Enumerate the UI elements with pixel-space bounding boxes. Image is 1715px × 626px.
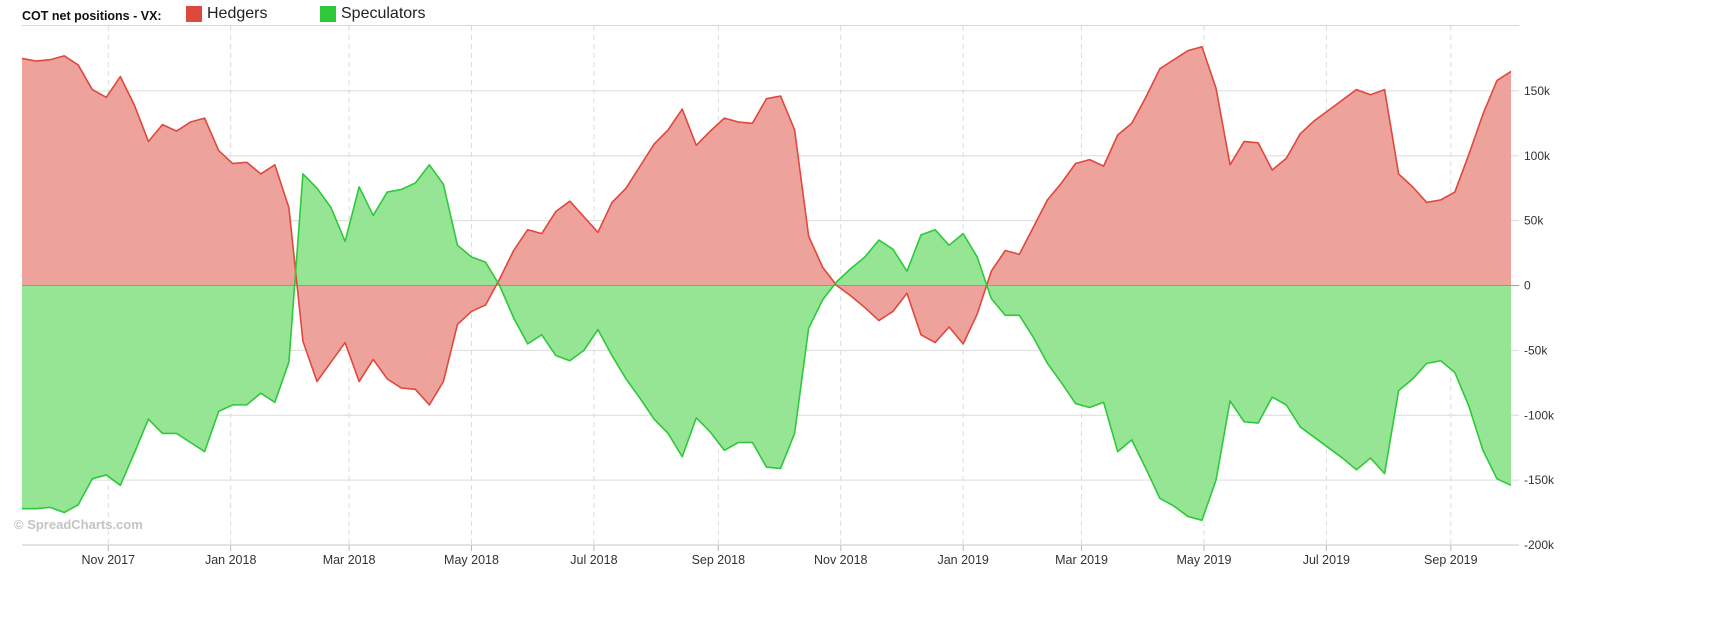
hedgers-area (22, 46, 1511, 405)
chart-top-border (22, 25, 1519, 26)
legend-item-hedgers[interactable]: Hedgers (186, 4, 267, 24)
x-tick-label: Jan 2018 (205, 553, 256, 567)
x-tick-label: May 2018 (444, 553, 499, 567)
legend-label-speculators: Speculators (341, 5, 426, 22)
y-tick-label: -50k (1524, 343, 1548, 357)
y-tick-label: -200k (1524, 538, 1555, 552)
y-tick-label: 0 (1524, 279, 1531, 293)
watermark: © SpreadCharts.com (14, 517, 143, 532)
x-tick-label: Mar 2018 (323, 553, 376, 567)
x-tick-label: Nov 2017 (82, 553, 136, 567)
y-tick-label: -150k (1524, 473, 1555, 487)
legend-label-hedgers: Hedgers (207, 5, 268, 22)
speculators-line (22, 164, 1512, 522)
speculators-swatch (320, 6, 336, 22)
y-tick-label: 150k (1524, 84, 1551, 98)
legend-title: COT net positions - VX: (22, 9, 162, 23)
x-tick-label: Jul 2019 (1303, 553, 1350, 567)
y-tick-label: 50k (1524, 214, 1544, 228)
legend-item-speculators[interactable]: Speculators (320, 4, 426, 24)
x-tick-label: Jan 2019 (937, 553, 988, 567)
hedgers-swatch (186, 6, 202, 22)
x-tick-label: May 2019 (1177, 553, 1232, 567)
x-tick-label: Jul 2018 (570, 553, 617, 567)
x-tick-label: Sep 2019 (1424, 553, 1478, 567)
x-tick-label: Nov 2018 (814, 553, 868, 567)
x-tick-label: Mar 2019 (1055, 553, 1108, 567)
hedgers-line (21, 45, 1512, 406)
legend: COT net positions - VX: (22, 6, 162, 26)
y-tick-label: -100k (1524, 408, 1555, 422)
x-tick-label: Sep 2018 (692, 553, 746, 567)
speculators-area (22, 164, 1511, 521)
y-tick-label: 100k (1524, 149, 1551, 163)
